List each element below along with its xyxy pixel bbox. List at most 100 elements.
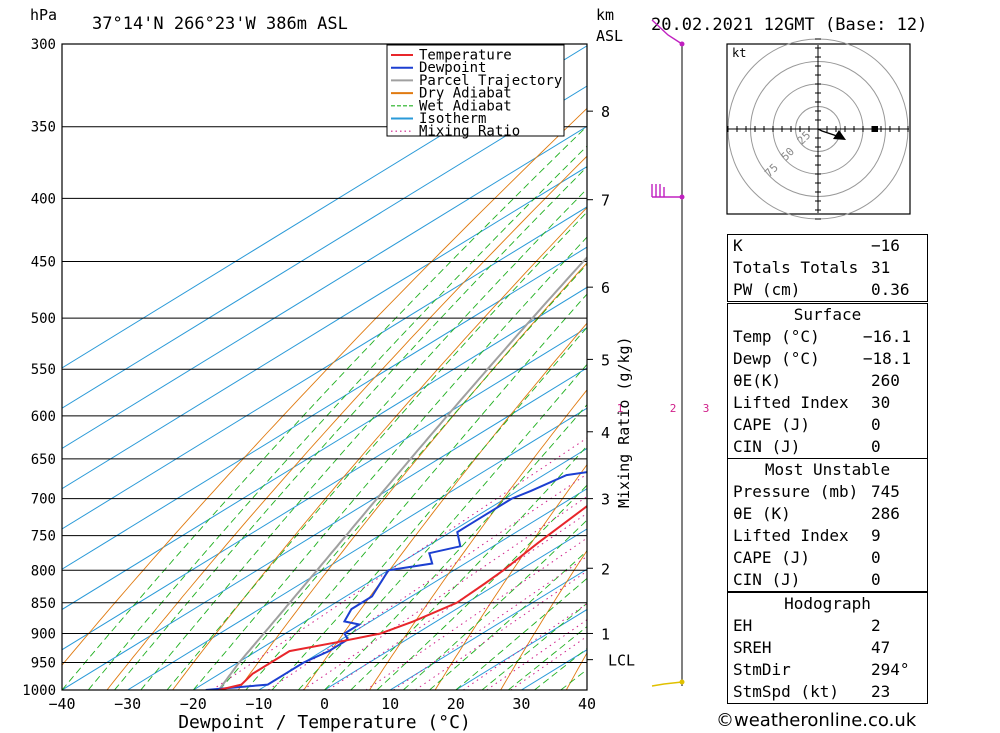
indices-table: K −16 Totals Totals 31 PW (cm) 0.36 (727, 234, 928, 302)
mixing-ratio-line (267, 473, 587, 690)
hodograph-stat-row: SREH 47 (728, 637, 927, 659)
most-unstable-value: 0 (871, 570, 881, 589)
hodograph-stat-value: 47 (871, 638, 891, 657)
location-label: 37°14'N 266°23'W 386m ASL (92, 14, 348, 34)
most-unstable-row: Lifted Index 9 (728, 525, 927, 547)
pressure-tick-label: 600 (31, 409, 56, 425)
most-unstable-table: Most Unstable Pressure (mb) 745 θE (K) 286 L… (727, 458, 928, 592)
pressure-tick-label: 900 (31, 626, 56, 642)
pressure-tick-label: 950 (31, 655, 56, 671)
hodograph-storm-arrow (833, 130, 846, 140)
mixing-ratio-value-label: 3 (703, 402, 710, 415)
isotherm-line (62, 166, 587, 490)
pressure-tick-label: 650 (31, 452, 56, 468)
legend-entry-label: Temperature (419, 48, 512, 64)
pressure-tick-label: 400 (31, 191, 56, 207)
mixing-ratio-line (365, 537, 587, 690)
surface-label: Dewp (°C) (733, 349, 820, 368)
parcel-trajectory-line (217, 255, 587, 690)
isotherm-line (62, 367, 587, 690)
temperature-tick-label: 0 (320, 695, 329, 713)
pw-value: 0.36 (871, 280, 910, 299)
temperature-tick-label: 20 (447, 695, 465, 713)
temperature-tick-label: −30 (114, 695, 141, 713)
surface-row: Lifted Index 30 (728, 392, 927, 414)
lcl-label: LCL (608, 652, 635, 670)
wet-adiabat-line (324, 403, 587, 690)
most-unstable-row: θE (K) 286 (728, 503, 927, 525)
hodograph-stat-label: StmSpd (kt) (733, 682, 839, 701)
isotherm-line (324, 528, 587, 690)
wind-dot-300 (679, 41, 685, 47)
wet-adiabat-line (402, 519, 587, 690)
legend-entry-label: Dry Adiabat (419, 86, 512, 102)
wind-dot-400 (679, 194, 685, 200)
isotherm-line (62, 206, 587, 530)
legend-entry-label: Dewpoint (419, 60, 486, 76)
surface-row: CAPE (J) 0 (728, 414, 927, 436)
pressure-tick-label: 500 (31, 311, 56, 327)
hodograph-stat-label: EH (733, 616, 753, 635)
plot-frame (61, 43, 588, 691)
wind-profile (651, 19, 685, 687)
hodograph-stats-table: Hodograph EH 2 SREH 47 StmDir 294° StmSpd (kt)… (727, 592, 928, 704)
isotherm-line (62, 45, 587, 369)
km-tick-label: 2 (601, 560, 610, 578)
isotherm-line (62, 246, 587, 570)
most-unstable-row: CIN (J) 0 (728, 569, 927, 591)
mixing-ratio-line (211, 437, 587, 690)
temperature-tick-label: −40 (48, 695, 75, 713)
temperature-line (218, 504, 587, 690)
legend-box (386, 44, 565, 137)
dry-adiabat-line (500, 549, 587, 690)
wind-barb-300 (651, 19, 683, 45)
hodograph-stat-row: EH 2 (728, 615, 927, 637)
wet-adiabat-line (271, 326, 587, 690)
isotherm-line (127, 407, 587, 690)
most-unstable-label: Pressure (mb) (733, 482, 859, 501)
hodograph-stat-label: StmDir (733, 660, 791, 679)
pressure-tick-label: 350 (31, 120, 56, 136)
isotherm-line (62, 85, 587, 409)
surface-value: −18.1 (862, 349, 911, 368)
surface-value: −16.1 (862, 327, 911, 346)
mixing-ratio-line (302, 496, 587, 690)
temperature-tick-label: 10 (381, 695, 399, 713)
legend-entry-label: Wet Adiabat (419, 98, 512, 114)
hodograph-stat-value: 294° (871, 660, 910, 679)
dry-adiabat-line (237, 262, 587, 690)
wet-adiabat-line (455, 577, 587, 690)
pressure-tick-label: 800 (31, 563, 56, 579)
mixing-ratio-axis-title: Mixing Ratio (g/kg) (615, 336, 633, 508)
mixing-ratio-value-label: 2 (670, 402, 677, 415)
isotherm-line (389, 568, 587, 690)
wet-adiabat-line (166, 211, 587, 690)
k-index-value: −16 (871, 236, 900, 255)
most-unstable-value: 0 (871, 548, 881, 567)
x-axis-title: Dewpoint / Temperature (°C) (178, 712, 471, 733)
surface-value: 0 (871, 415, 881, 434)
most-unstable-value: 286 (871, 504, 900, 523)
surface-row: Dewp (°C) −18.1 (728, 348, 927, 370)
hodograph-stat-row: StmDir 294° (728, 659, 927, 681)
hodograph-stats-title: Hodograph (784, 594, 871, 613)
mixing-ratio-line (328, 512, 587, 690)
pressure-tick-label: 1000 (22, 683, 56, 699)
km-tick-label: 8 (601, 103, 610, 121)
most-unstable-title: Most Unstable (764, 460, 891, 479)
km-tick-label: 7 (601, 192, 610, 210)
most-unstable-value: 9 (871, 526, 881, 545)
surface-row: CIN (J) 0 (728, 436, 927, 458)
pressure-unit-label: hPa (30, 6, 57, 24)
km-tick-label: 1 (601, 625, 610, 643)
pressure-tick-label: 700 (31, 492, 56, 508)
km-unit-label: km (596, 6, 614, 24)
axes: 1234681016202530035040045050055060065070… (22, 37, 908, 733)
hodograph-stat-row: StmSpd (kt) 23 (728, 681, 927, 703)
datetime-label: 20.02.2021 12GMT (Base: 12) (651, 15, 927, 35)
pressure-tick-label: 450 (31, 255, 56, 271)
temperature-tick-label: −10 (245, 695, 272, 713)
surface-value: 260 (871, 371, 900, 390)
